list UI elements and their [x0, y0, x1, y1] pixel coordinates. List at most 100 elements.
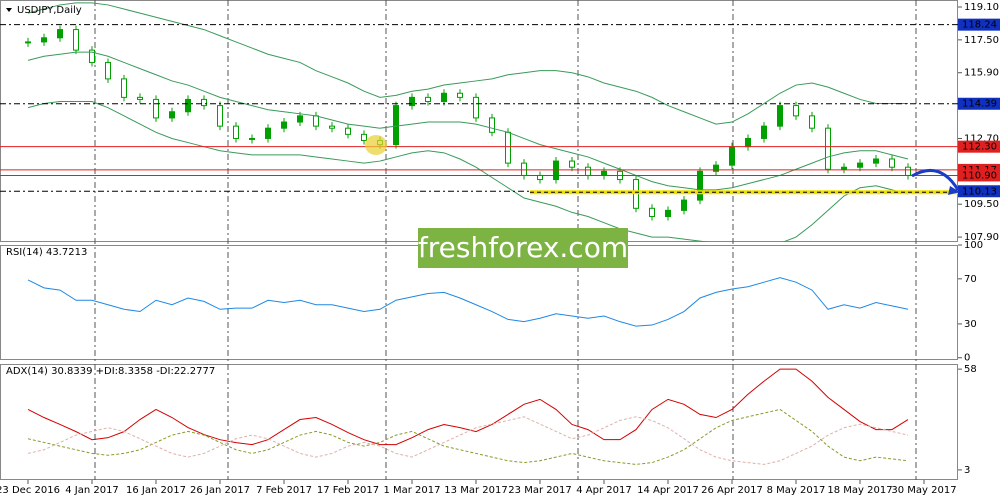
candle	[729, 146, 735, 166]
candle	[569, 160, 575, 168]
series-line	[27, 100, 909, 242]
y-tick-label: 119.10	[964, 2, 999, 13]
candle	[345, 127, 351, 135]
candle	[857, 162, 863, 168]
candle	[809, 115, 815, 129]
x-tick-label: 16 Jan 2017	[126, 485, 186, 496]
level-box	[958, 140, 1000, 153]
menu-triangle	[6, 8, 12, 12]
y-tick-label: 117.50	[964, 35, 999, 46]
x-tick-label: 26 Jan 2017	[190, 485, 250, 496]
candle	[57, 29, 63, 39]
level-label: 114.39	[962, 99, 997, 110]
candle	[473, 96, 479, 119]
candle	[889, 158, 895, 168]
watermark-box	[418, 228, 628, 268]
y-tick-label: 112.70	[964, 133, 999, 144]
candle	[25, 41, 31, 44]
candle	[905, 166, 911, 176]
candle	[121, 78, 127, 98]
x-tick-label: 30 May 2017	[891, 485, 956, 496]
candle	[249, 137, 255, 140]
pane	[27, 277, 909, 327]
candle	[601, 170, 607, 176]
x-tick-label: 18 May 2017	[827, 485, 892, 496]
y-tick-label: 70	[964, 274, 977, 285]
y-tick-label: 107.90	[964, 232, 999, 243]
series-line	[27, 51, 909, 191]
candle	[793, 105, 799, 117]
forecast-arrow	[911, 168, 960, 191]
x-tick-label: 4 Jan 2017	[65, 485, 119, 496]
x-tick-label: 17 Feb 2017	[317, 485, 379, 496]
candle	[441, 92, 447, 102]
x-tick-label: 13 Mar 2017	[444, 485, 507, 496]
rsi-title: RSI(14) 43.7213	[6, 247, 87, 258]
candle	[537, 174, 543, 181]
candle	[313, 115, 319, 127]
candle	[697, 170, 703, 201]
level-label: 118.24	[962, 20, 997, 31]
candle	[73, 29, 79, 51]
candle	[505, 131, 511, 164]
candle	[185, 98, 191, 113]
candle	[89, 49, 95, 63]
level-box	[958, 169, 1000, 182]
level-box	[958, 97, 1000, 110]
candle	[105, 61, 111, 80]
pane	[27, 368, 909, 465]
candle	[329, 125, 335, 129]
series-line	[27, 408, 909, 465]
x-tick-label: 8 May 2017	[767, 485, 826, 496]
candle	[873, 158, 879, 164]
candle	[201, 98, 207, 107]
candle	[265, 127, 271, 139]
x-tick-label: 1 Mar 2017	[383, 485, 440, 496]
candle	[841, 166, 847, 170]
x-tick-label: 23 Dec 2016	[0, 485, 60, 496]
candle	[825, 127, 831, 170]
candle	[457, 92, 463, 98]
candle	[761, 125, 767, 139]
y-tick-label: 30	[964, 319, 977, 330]
candle	[41, 37, 47, 43]
candle	[681, 199, 687, 211]
pane-border	[0, 364, 958, 480]
highlight-circle	[365, 135, 387, 155]
candle	[361, 133, 367, 142]
watermark: freshforex.com	[418, 231, 628, 264]
candle	[745, 137, 751, 148]
candle	[153, 98, 159, 119]
candle	[137, 96, 143, 100]
level-box	[958, 185, 1000, 198]
adx-title: ADX(14) 30.8339 +DI:8.3358 -DI:22.2777	[6, 366, 215, 377]
candle	[521, 162, 527, 176]
x-tick-label: 7 Feb 2017	[256, 485, 312, 496]
level-label: 112.30	[962, 142, 997, 153]
x-tick-label: 14 Apr 2017	[637, 485, 699, 496]
y-tick-label: 100	[964, 240, 983, 251]
level-box	[958, 18, 1000, 31]
x-tick-label: 4 Apr 2017	[576, 485, 631, 496]
y-tick-label: 115.90	[964, 68, 999, 79]
series-line	[27, 277, 909, 327]
series-line	[27, 2, 908, 125]
series-line	[27, 416, 909, 465]
series-line	[27, 368, 909, 446]
candle	[713, 164, 719, 172]
x-tick-label: 26 Apr 2017	[701, 485, 763, 496]
level-label: 110.90	[962, 170, 997, 181]
candle	[665, 209, 671, 218]
candle	[649, 207, 655, 218]
y-tick-label: 0	[964, 353, 970, 364]
pane	[25, 2, 911, 242]
level-label: 110.13	[962, 186, 997, 197]
candle	[585, 166, 591, 176]
candle	[425, 96, 431, 102]
candle	[489, 117, 495, 133]
y-tick-label: 58	[964, 364, 977, 375]
arrow-head	[948, 186, 960, 195]
